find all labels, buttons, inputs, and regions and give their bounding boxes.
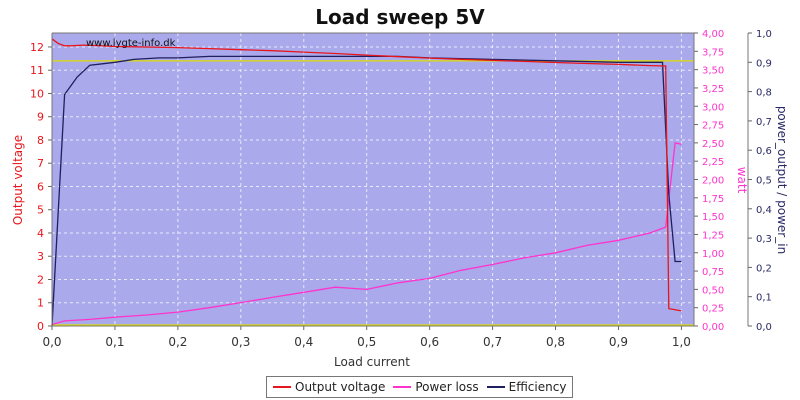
y-tick-label-voltage: 2	[37, 273, 44, 286]
y-tick-label-power: 2,00	[702, 176, 724, 187]
y-axis-label-voltage: Output voltage	[11, 135, 25, 225]
x-tick-label: 0,2	[168, 335, 187, 349]
legend-item-voltage: Output voltage	[273, 380, 385, 394]
y-tick-label-power: 3,50	[702, 66, 724, 77]
x-tick-label: 0,5	[357, 335, 376, 349]
y-tick-label-voltage: 6	[37, 180, 44, 193]
legend-item-efficiency: Efficiency	[486, 380, 567, 394]
grid-lines	[51, 33, 694, 327]
series-line-efficiency	[51, 55, 682, 327]
x-tick-label: 0,8	[546, 335, 565, 349]
y-tick-label-power: 2,25	[702, 157, 724, 168]
y-tick-label-efficiency: 1,0	[756, 29, 772, 40]
x-tick-label: 0,6	[420, 335, 439, 349]
y-tick-label-voltage: 11	[30, 64, 44, 77]
y-tick-label-voltage: 4	[37, 227, 44, 240]
y-tick-label-efficiency: 0,3	[756, 234, 772, 245]
legend-item-power-loss: Power loss	[393, 380, 479, 394]
y-tick-label-voltage: 0	[37, 320, 44, 333]
y-tick-label-efficiency: 0,4	[756, 205, 772, 216]
legend-label-efficiency: Efficiency	[508, 380, 567, 394]
watermark: www.lygte-info.dk	[86, 38, 176, 49]
y-tick-label-efficiency: 0,1	[756, 293, 772, 304]
legend-swatch-efficiency	[486, 386, 505, 388]
y-axis-label-efficiency: power_output / power_in	[775, 106, 789, 254]
legend-swatch-power-loss	[393, 386, 412, 388]
x-tick-label: 0,4	[294, 335, 313, 349]
y-tick-label-voltage: 7	[37, 157, 44, 170]
y-tick-label-voltage: 1	[37, 297, 44, 310]
x-tick-label: 0,1	[105, 335, 124, 349]
y-tick-label-power: 4,00	[702, 29, 724, 40]
plot-background	[52, 33, 694, 326]
axes: 0,0 0,1 0,2 0,3 0,4 0,5 0,6 0,7 0,8 0,9 1,00123456…	[30, 29, 772, 349]
x-tick-label: 0,7	[483, 335, 502, 349]
x-tick-label: 0,9	[609, 335, 628, 349]
y-tick-label-power: 3,25	[702, 84, 724, 95]
y-tick-label-voltage: 5	[37, 204, 44, 217]
legend-label-power-loss: Power loss	[415, 380, 479, 394]
legend-swatch-voltage	[273, 386, 291, 388]
y-tick-label-power: 1,50	[702, 212, 724, 223]
x-tick-label: 0,0	[42, 335, 61, 349]
y-tick-label-power: 3,75	[702, 47, 724, 58]
y-tick-label-power: 0,00	[702, 322, 724, 333]
series-line-power-loss	[51, 142, 682, 326]
x-axis-label: Load current	[334, 355, 410, 369]
y-tick-label-power: 1,75	[702, 194, 724, 205]
y-tick-label-efficiency: 0,2	[756, 263, 772, 274]
legend-label-voltage: Output voltage	[295, 380, 386, 394]
y-axis-label-power: watt	[735, 167, 749, 194]
x-tick-label: 1,0	[672, 335, 691, 349]
y-tick-label-voltage: 8	[37, 134, 44, 147]
y-tick-label-power: 3,00	[702, 102, 724, 113]
y-tick-label-efficiency: 0,6	[756, 146, 772, 157]
y-tick-label-power: 0,75	[702, 267, 724, 278]
y-tick-label-power: 0,50	[702, 285, 724, 296]
y-tick-label-voltage: 10	[30, 87, 44, 100]
y-tick-label-efficiency: 0,7	[756, 117, 772, 128]
chart-title: Load sweep 5V	[315, 5, 485, 29]
y-tick-label-power: 2,50	[702, 139, 724, 150]
y-tick-label-efficiency: 0,8	[756, 88, 772, 99]
y-tick-label-efficiency: 0,0	[756, 322, 772, 333]
series-line-output-voltage	[51, 38, 682, 312]
x-tick-label: 0,3	[231, 335, 250, 349]
y-tick-label-efficiency: 0,5	[756, 176, 772, 187]
plot-area	[52, 33, 694, 326]
series-layer	[51, 38, 694, 327]
legend: Output voltage Power loss Efficiency	[266, 376, 574, 398]
y-tick-label-power: 0,25	[702, 304, 724, 315]
y-tick-label-power: 1,25	[702, 230, 724, 241]
y-tick-label-voltage: 12	[30, 41, 44, 54]
y-tick-label-efficiency: 0,9	[756, 58, 772, 69]
y-tick-label-voltage: 9	[37, 111, 44, 124]
y-tick-label-voltage: 3	[37, 250, 44, 263]
y-tick-label-power: 2,75	[702, 121, 724, 132]
y-tick-label-power: 1,00	[702, 249, 724, 260]
